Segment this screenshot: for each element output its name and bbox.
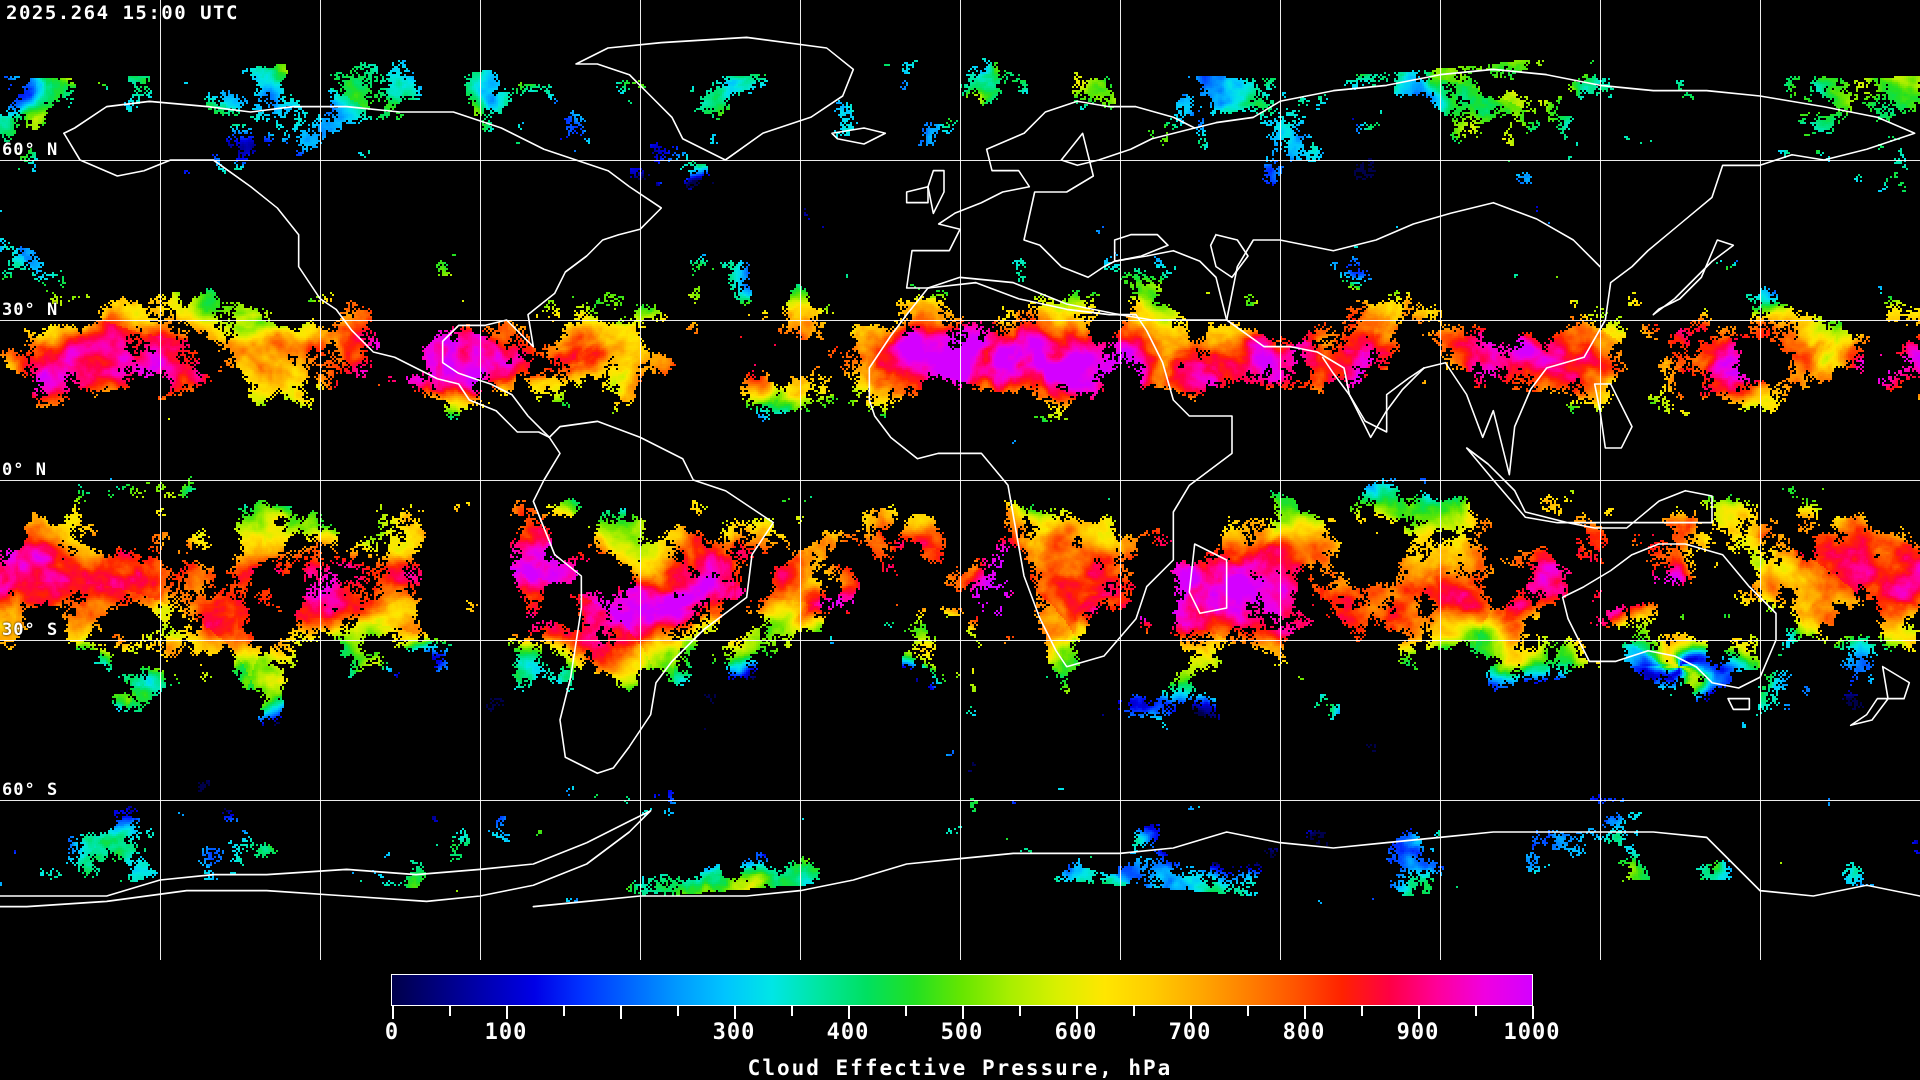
graticule-longitude-line <box>320 0 321 960</box>
latitude-label: 30° S <box>2 620 59 640</box>
colorbar-panel: 0 100 300 400 500 600 700 800 900 1000 Cloud Effe… <box>0 960 1920 1080</box>
graticule-longitude-line <box>1280 0 1281 960</box>
colorbar-major-tick <box>392 1006 394 1019</box>
latitude-label: 30° N <box>2 300 59 320</box>
colorbar-major-tick <box>1532 1006 1534 1019</box>
colorbar-minor-tick <box>1361 1006 1363 1016</box>
graticule-longitude-line <box>800 0 801 960</box>
colorbar-major-tick <box>506 1006 508 1019</box>
colorbar-minor-tick <box>791 1006 793 1016</box>
colorbar-major-tick <box>962 1006 964 1019</box>
latitude-label: 60° S <box>2 780 59 800</box>
colorbar-tick-label: 700 <box>1168 1020 1212 1045</box>
colorbar-major-tick <box>1076 1006 1078 1019</box>
colorbar-tick-label: 0 <box>384 1020 400 1045</box>
colorbar-minor-tick <box>1133 1006 1135 1016</box>
colorbar-minor-tick <box>563 1006 565 1016</box>
global-map-panel: 60° N 30° N 0° N 30° S 60° S <box>0 0 1920 960</box>
colorbar-tick-label: 800 <box>1282 1020 1326 1045</box>
colorbar-tick-label: 600 <box>1054 1020 1098 1045</box>
colorbar-major-tick <box>1190 1006 1192 1019</box>
colorbar-major-tick <box>848 1006 850 1019</box>
graticule-longitude-line <box>1600 0 1601 960</box>
colorbar-major-tick <box>734 1006 736 1019</box>
graticule-longitude-line <box>640 0 641 960</box>
colorbar-minor-tick <box>1475 1006 1477 1016</box>
graticule-longitude-line <box>960 0 961 960</box>
colorbar-tick-label: 500 <box>940 1020 984 1045</box>
colorbar-minor-tick <box>1247 1006 1249 1016</box>
latitude-label: 60° N <box>2 140 59 160</box>
graticule-longitude-line <box>1120 0 1121 960</box>
graticule-longitude-line <box>1440 0 1441 960</box>
colorbar-tick-label: 400 <box>826 1020 870 1045</box>
colorbar-tick-label: 1000 <box>1503 1020 1561 1045</box>
colorbar-major-tick <box>1418 1006 1420 1019</box>
colorbar-gradient <box>391 974 1533 1006</box>
timestamp-label: 2025.264 15:00 UTC <box>6 2 239 24</box>
colorbar-major-tick <box>1304 1006 1306 1019</box>
colorbar-major-tick <box>620 1006 622 1019</box>
colorbar-tick-label: 300 <box>712 1020 756 1045</box>
colorbar-minor-tick <box>1019 1006 1021 1016</box>
colorbar-minor-tick <box>449 1006 451 1016</box>
colorbar-tick-label: 900 <box>1396 1020 1440 1045</box>
colorbar-ticks <box>0 1006 1920 1019</box>
graticule-longitude-line <box>480 0 481 960</box>
graticule-longitude-line <box>1760 0 1761 960</box>
latitude-label: 0° N <box>2 460 47 480</box>
colorbar-minor-tick <box>677 1006 679 1016</box>
colorbar-title: Cloud Effective Pressure, hPa <box>747 1056 1173 1080</box>
colorbar-tick-label: 100 <box>484 1020 528 1045</box>
colorbar-minor-tick <box>905 1006 907 1016</box>
graticule-longitude-line <box>160 0 161 960</box>
